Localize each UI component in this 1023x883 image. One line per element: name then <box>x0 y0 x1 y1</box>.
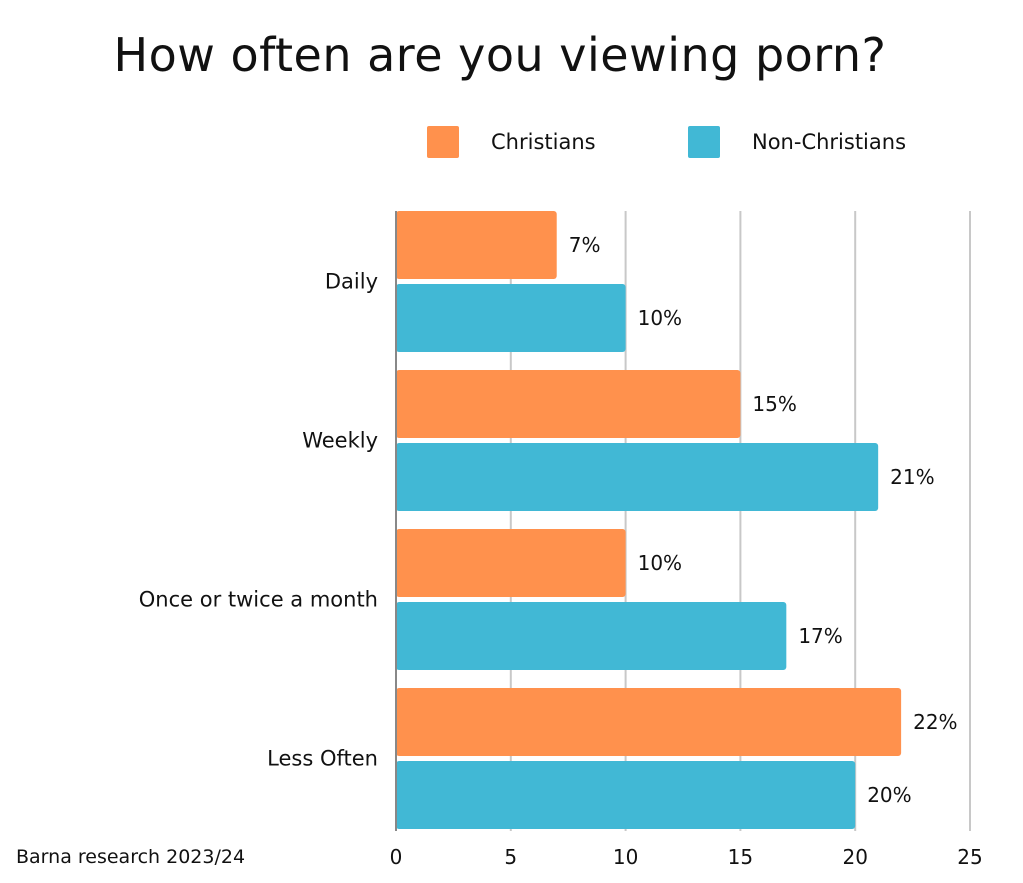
bar-christians <box>396 688 902 756</box>
legend-item-non-christians: Non-Christians <box>688 126 906 158</box>
bar-christians <box>396 211 557 279</box>
data-label: 20% <box>867 783 911 807</box>
category-label: Daily <box>325 270 378 294</box>
bar-christians <box>396 370 741 438</box>
data-label: 10% <box>638 306 682 330</box>
bar-non-christians <box>396 602 787 670</box>
legend-swatch-christians <box>427 126 459 158</box>
data-label: 21% <box>890 465 934 489</box>
x-tick-label: 10 <box>613 845 638 869</box>
x-tick-label: 15 <box>728 845 753 869</box>
bar-non-christians <box>396 761 856 829</box>
category-label: Once or twice a month <box>139 588 378 612</box>
legend-swatch-non-christians <box>688 126 720 158</box>
x-tick-label: 20 <box>842 845 867 869</box>
bar-non-christians <box>396 443 879 511</box>
bar-non-christians <box>396 284 626 352</box>
category-label: Weekly <box>302 429 378 453</box>
x-tick-label: 0 <box>390 845 403 869</box>
data-label: 15% <box>752 392 796 416</box>
x-tick-label: 5 <box>504 845 517 869</box>
chart-title: How often are you viewing porn? <box>113 28 887 82</box>
source-note: Barna research 2023/24 <box>16 846 246 868</box>
bar-christians <box>396 529 626 597</box>
data-label: 22% <box>913 710 957 734</box>
legend-item-christians: Christians <box>427 126 596 158</box>
legend-label-christians: Christians <box>491 130 596 154</box>
data-label: 10% <box>638 551 682 575</box>
legend-label-non-christians: Non-Christians <box>752 130 907 154</box>
data-label: 17% <box>798 624 842 648</box>
data-label: 7% <box>569 233 601 257</box>
x-tick-label: 25 <box>957 845 982 869</box>
category-label: Less Often <box>267 747 378 771</box>
